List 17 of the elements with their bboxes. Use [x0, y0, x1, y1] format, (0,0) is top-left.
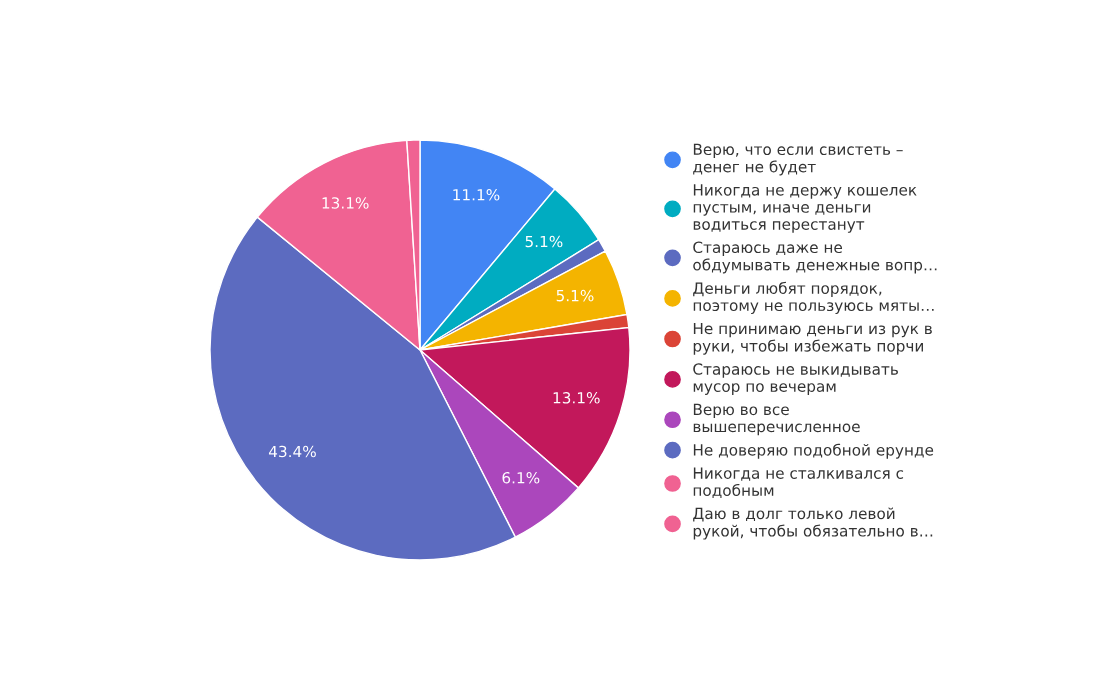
legend-label: Даю в долг только левой рукой, чтобы обязательно в…: [693, 507, 933, 540]
data-label: 13.1%: [553, 392, 600, 404]
data-label: 13.1%: [322, 197, 369, 209]
legend-label: Не доверяю подобной ерунде: [693, 443, 934, 459]
legend-label: Стараюсь даже не обдумывать денежные вопр…: [693, 241, 937, 274]
legend-label: Верю, что если свистеть – денег не будет: [693, 143, 903, 176]
data-label: 11.1%: [453, 188, 500, 201]
data-label: 5.1%: [556, 289, 594, 302]
legend-label: Никогда не сталкивался с подобным: [693, 467, 904, 498]
data-label: 5.1%: [525, 235, 563, 248]
legend-label: Не принимаю деньги из рук в руки, чтобы избежать порчи: [693, 322, 932, 355]
legend-label: Верю во все вышеперечисленное: [693, 403, 860, 436]
legend-label: Стараюсь не выкидывать мусор по вечерам: [693, 363, 898, 395]
data-label: 43.4%: [268, 445, 316, 458]
data-label: 6.1%: [502, 471, 540, 484]
legend-label: Никогда не держу кошелек пустым, иначе деньги водиться перестанут: [693, 184, 917, 233]
legend-label: Деньги любят порядок, поэтому не пользуюсь мяты…: [693, 281, 934, 315]
